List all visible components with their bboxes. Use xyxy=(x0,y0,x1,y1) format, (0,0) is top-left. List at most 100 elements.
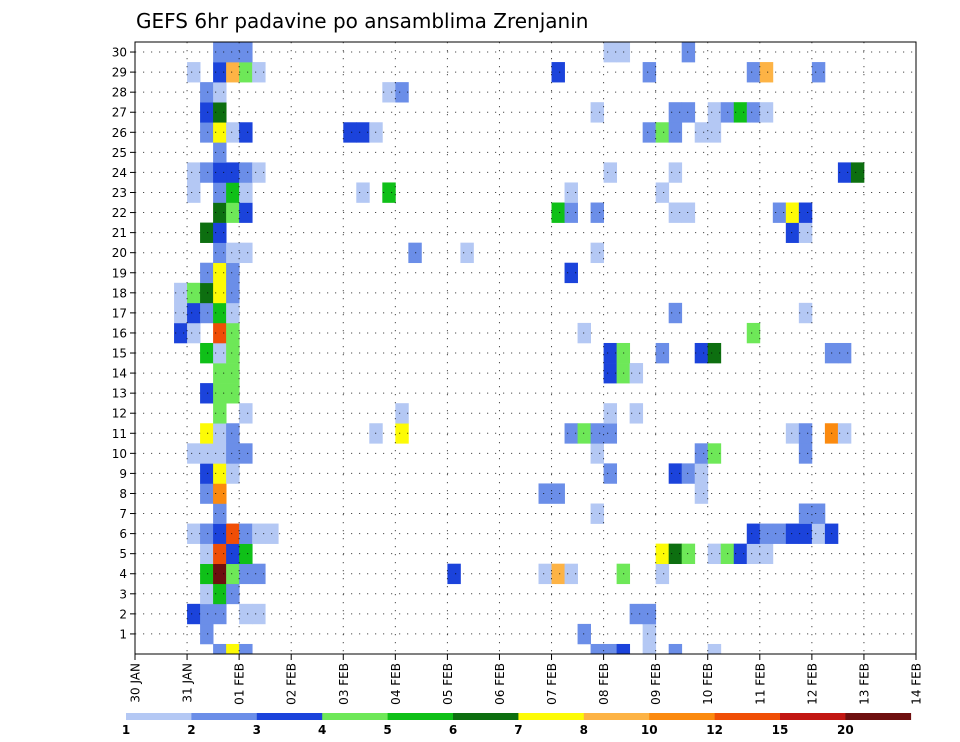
legend-swatch xyxy=(453,713,519,720)
precip-cell xyxy=(759,102,774,123)
precip-cell xyxy=(174,302,188,324)
legend-label: 6 xyxy=(449,723,457,737)
precip-cell xyxy=(226,543,240,565)
precip-cell xyxy=(213,62,227,83)
precip-cell xyxy=(590,503,604,524)
precip-cell xyxy=(850,162,865,183)
precip-cell xyxy=(213,363,227,384)
precip-cell xyxy=(590,102,604,123)
legend-label: 20 xyxy=(837,723,854,737)
precip-cell xyxy=(226,443,240,464)
precip-cell xyxy=(213,342,227,364)
precip-cell xyxy=(226,182,240,203)
precip-cell xyxy=(707,102,722,123)
legend-label: 5 xyxy=(383,723,391,737)
precip-cell xyxy=(239,443,253,464)
x-tick-label: 09 FEB xyxy=(649,663,663,705)
legend-swatch xyxy=(845,713,912,720)
precip-cell xyxy=(590,242,604,264)
precip-cell xyxy=(187,282,201,304)
y-tick-label: 1 xyxy=(119,627,127,641)
precip-cell xyxy=(746,543,761,565)
y-tick-label: 28 xyxy=(112,86,127,100)
precip-cell xyxy=(681,202,696,223)
precip-cell xyxy=(551,483,565,504)
precip-cell xyxy=(213,543,227,565)
precip-cell xyxy=(564,182,578,203)
precip-cell xyxy=(668,463,683,484)
y-tick-label: 22 xyxy=(112,206,127,220)
legend-label: 3 xyxy=(253,723,261,737)
precip-cell xyxy=(239,603,253,625)
precip-cell xyxy=(239,42,253,63)
precip-cell xyxy=(668,643,683,655)
precip-cell xyxy=(577,423,591,444)
precip-cell xyxy=(590,443,604,464)
precip-cell xyxy=(694,463,709,484)
precip-cell xyxy=(538,483,552,504)
precip-cell xyxy=(200,222,214,243)
precip-cell xyxy=(603,403,618,424)
precip-cell xyxy=(200,563,214,585)
precip-cell xyxy=(213,483,227,504)
precip-cell xyxy=(733,543,748,565)
precip-cell xyxy=(226,202,240,223)
y-tick-label: 15 xyxy=(112,347,127,361)
precip-cell xyxy=(694,342,709,364)
legend-swatch xyxy=(583,713,650,720)
precip-cell xyxy=(213,222,227,243)
legend-swatch xyxy=(714,713,781,720)
precip-cell xyxy=(213,563,227,585)
precip-cell xyxy=(642,122,657,143)
legend-label: 2 xyxy=(187,723,195,737)
precip-cell xyxy=(239,122,253,143)
precip-cell xyxy=(200,383,214,404)
precip-cell xyxy=(213,142,227,163)
legend-swatch xyxy=(780,713,846,720)
chart-title: GEFS 6hr padavine po ansamblima Zrenjani… xyxy=(136,9,588,33)
y-tick-label: 27 xyxy=(112,106,127,120)
precip-cell xyxy=(187,322,201,344)
x-tick-label: 01 FEB xyxy=(233,663,247,705)
precip-cell xyxy=(655,122,670,143)
precip-cell xyxy=(200,82,214,103)
precip-cell xyxy=(759,543,774,565)
precip-cell xyxy=(200,282,214,304)
y-tick-label: 5 xyxy=(119,547,127,561)
precip-cell xyxy=(226,583,240,605)
precip-cell xyxy=(551,563,565,585)
precip-cell xyxy=(200,423,214,444)
y-tick-label: 7 xyxy=(119,507,127,521)
y-tick-label: 18 xyxy=(112,286,127,300)
precip-cell xyxy=(564,423,578,444)
precip-cell xyxy=(213,122,227,143)
precip-cell xyxy=(187,162,201,183)
legend-swatch xyxy=(387,713,454,720)
precip-cell xyxy=(213,383,227,404)
precip-cell xyxy=(759,523,774,544)
y-tick-label: 17 xyxy=(112,306,127,320)
precip-cell xyxy=(200,102,214,123)
precip-cell xyxy=(382,82,396,103)
precip-cell xyxy=(811,503,826,524)
precip-cell xyxy=(213,503,227,524)
precip-cell xyxy=(590,202,604,223)
precip-cell xyxy=(798,423,813,444)
precip-cell xyxy=(252,162,266,183)
precip-cell xyxy=(200,463,214,484)
y-tick-label: 6 xyxy=(119,527,127,541)
precip-cell xyxy=(200,162,214,183)
precip-cell xyxy=(213,443,227,464)
y-tick-label: 25 xyxy=(112,146,127,160)
precip-cell xyxy=(694,122,709,143)
precip-cell xyxy=(226,383,240,404)
precip-cell xyxy=(811,523,826,544)
x-tick-label: 11 FEB xyxy=(753,663,767,705)
precip-cell xyxy=(187,302,201,324)
x-tick-label: 06 FEB xyxy=(493,663,507,705)
x-tick-label: 13 FEB xyxy=(857,663,871,705)
x-tick-label: 14 FEB xyxy=(910,663,924,705)
precip-cell xyxy=(226,122,240,143)
precip-cell xyxy=(226,162,240,183)
precip-cell xyxy=(174,322,188,344)
